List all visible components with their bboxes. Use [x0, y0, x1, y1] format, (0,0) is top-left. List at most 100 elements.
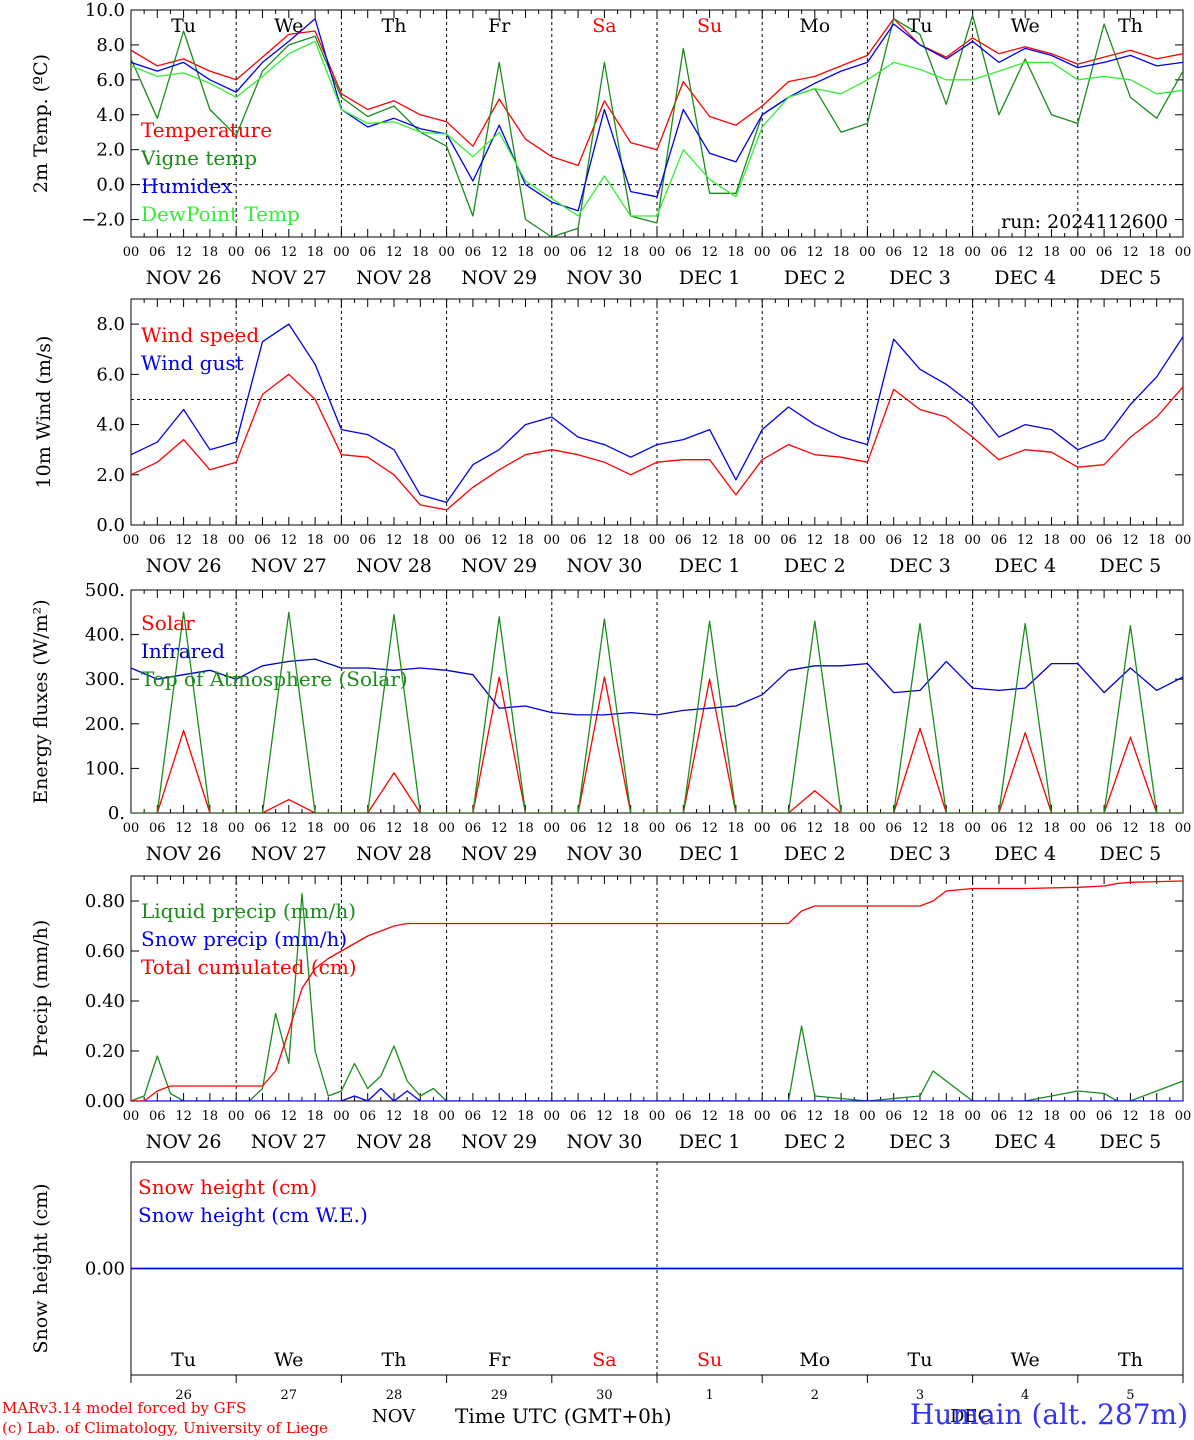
hour-tick-label: 00: [1070, 245, 1087, 260]
hour-tick-label: 00: [1175, 1109, 1192, 1124]
hour-tick-label: 00: [123, 533, 140, 548]
hour-tick-label: 06: [570, 533, 587, 548]
hour-tick-label: 18: [517, 245, 534, 260]
month-label-nov: NOV: [372, 1406, 416, 1427]
hour-tick-label: 12: [175, 1109, 192, 1124]
day-number-label: 28: [386, 1388, 403, 1403]
hour-tick-label: 12: [1017, 245, 1034, 260]
y-tick-label: 0.80: [85, 891, 125, 912]
day-number-label: 29: [491, 1388, 508, 1403]
hour-tick-label: 18: [938, 821, 955, 836]
hour-tick-label: 00: [123, 1109, 140, 1124]
hour-tick-label: 12: [281, 533, 298, 548]
hour-tick-label: 06: [149, 533, 166, 548]
date-label: NOV 30: [566, 555, 642, 577]
hour-tick-label: 00: [649, 1109, 666, 1124]
hour-tick-label: 12: [491, 821, 508, 836]
date-label: NOV 28: [356, 267, 432, 289]
date-label: DEC 2: [784, 267, 846, 289]
hour-tick-label: 12: [175, 245, 192, 260]
hour-tick-label: 00: [544, 533, 561, 548]
hour-tick-label: 18: [938, 245, 955, 260]
legend-entry: Snow height (cm): [138, 1175, 317, 1199]
hour-tick-label: 00: [438, 533, 455, 548]
hour-tick-label: 12: [596, 533, 613, 548]
hour-tick-label: 12: [1122, 245, 1139, 260]
legend-entry: Wind speed: [141, 323, 259, 347]
date-label: NOV 29: [461, 843, 537, 865]
date-label: DEC 4: [994, 555, 1056, 577]
hour-tick-label: 12: [386, 245, 403, 260]
hour-tick-label: 12: [912, 245, 929, 260]
hour-tick-label: 00: [859, 245, 876, 260]
hour-tick-label: 18: [412, 821, 429, 836]
hour-tick-label: 00: [333, 1109, 350, 1124]
date-label: DEC 4: [994, 267, 1056, 289]
panel-2: [130, 298, 1184, 526]
hour-tick-label: 06: [885, 245, 902, 260]
y-axis-title: 10m Wind (m/s): [33, 336, 55, 489]
lab-credit: (c) Lab. of Climatology, University of L…: [2, 1419, 328, 1437]
legend-entry: Liquid precip (mm/h): [141, 899, 356, 923]
hour-tick-label: 12: [912, 533, 929, 548]
date-label: DEC 1: [679, 1131, 741, 1153]
hour-tick-label: 12: [701, 245, 718, 260]
run-label: run: 2024112600: [1001, 211, 1168, 233]
hour-tick-label: 06: [570, 1109, 587, 1124]
panel-1: [130, 9, 1184, 238]
hour-tick-label: 18: [307, 245, 324, 260]
hour-tick-label: 00: [1175, 245, 1192, 260]
hour-tick-label: 18: [833, 1109, 850, 1124]
date-label: DEC 3: [889, 843, 951, 865]
hour-tick-label: 18: [1043, 821, 1060, 836]
hour-tick-label: 00: [649, 245, 666, 260]
legend-entry: Vigne temp: [140, 146, 257, 170]
hour-tick-label: 18: [728, 533, 745, 548]
y-tick-label: 0.00: [85, 1091, 125, 1112]
hour-tick-label: 00: [754, 1109, 771, 1124]
hour-tick-label: 06: [885, 821, 902, 836]
hour-tick-label: 00: [123, 821, 140, 836]
x-axis-title: Time UTC (GMT+0h): [455, 1404, 672, 1428]
hour-tick-label: 06: [254, 245, 271, 260]
y-tick-label: 4.0: [96, 415, 125, 436]
hour-tick-label: 06: [675, 245, 692, 260]
hour-tick-label: 06: [149, 245, 166, 260]
hour-tick-label: 18: [622, 821, 639, 836]
hour-tick-label: 06: [780, 1109, 797, 1124]
panel-4: [130, 875, 1184, 1102]
hour-tick-label: 00: [333, 245, 350, 260]
hour-tick-label: 12: [596, 821, 613, 836]
hour-tick-label: 00: [228, 1109, 245, 1124]
weekday-label: Su: [697, 1349, 722, 1371]
hour-tick-label: 00: [438, 1109, 455, 1124]
weekday-label: We: [1011, 15, 1040, 37]
hour-tick-label: 18: [202, 533, 219, 548]
y-tick-label: 300.: [85, 669, 125, 690]
hour-tick-label: 12: [912, 1109, 929, 1124]
y-tick-label: 0.40: [85, 991, 125, 1012]
weekday-label: Tu: [908, 1349, 933, 1371]
hour-tick-label: 00: [754, 533, 771, 548]
weekday-label: Fr: [488, 1349, 511, 1371]
model-credit: MARv3.14 model forced by GFS: [2, 1399, 247, 1417]
hour-tick-label: 06: [991, 533, 1008, 548]
y-axis-title: Energy fluxes (W/m²): [30, 599, 52, 803]
day-number-label: 2: [811, 1388, 819, 1403]
legend-entry: Infrared: [141, 639, 225, 663]
hour-tick-label: 00: [649, 533, 666, 548]
hour-tick-label: 06: [149, 1109, 166, 1124]
hour-tick-label: 12: [281, 245, 298, 260]
month-label-dec: DEC: [950, 1406, 992, 1427]
hour-tick-label: 06: [149, 821, 166, 836]
hour-tick-label: 00: [228, 533, 245, 548]
hour-tick-label: 06: [465, 1109, 482, 1124]
hour-tick-label: 00: [438, 245, 455, 260]
y-tick-label: 100.: [85, 758, 125, 779]
hour-tick-label: 18: [938, 533, 955, 548]
legend-entry: Wind gust: [141, 351, 244, 375]
date-label: DEC 5: [1100, 1131, 1162, 1153]
hour-tick-label: 18: [1148, 533, 1165, 548]
hour-tick-label: 18: [728, 821, 745, 836]
